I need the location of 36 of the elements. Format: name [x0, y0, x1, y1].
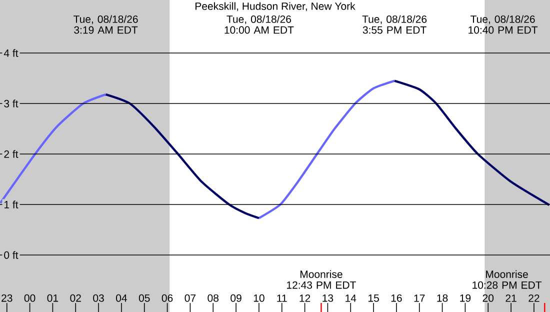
ref-line-label: Moonrise 12:43 PM EDT	[287, 270, 356, 289]
x-tick-label: 11	[277, 294, 287, 302]
chart-title: Peekskill, Hudson River, New York	[196, 2, 356, 12]
x-tick-label: 22	[528, 294, 540, 302]
y-tick-label: 0 ft	[4, 251, 18, 259]
x-tick-label: 07	[184, 294, 196, 302]
x-tick-label: 02	[70, 294, 81, 302]
x-tick-label: 19	[460, 294, 471, 302]
x-tick-label: 05	[138, 294, 150, 302]
x-tick-label: 16	[391, 294, 402, 302]
text: Tue, 08/18/26 10:40 PM EDT	[468, 15, 538, 34]
x-tick-label: 01	[47, 294, 58, 302]
x-tick-label: 08	[208, 294, 219, 302]
x-tick-label: 14	[346, 294, 356, 302]
text: Tue, 08/18/26 10:00 AM EDT	[224, 15, 294, 34]
x-tick-label: 04	[116, 294, 127, 302]
y-tick-label: 3 ft	[4, 100, 18, 108]
y-tick-label: 1 ft	[4, 200, 18, 208]
x-tick-label: 10	[254, 294, 264, 302]
x-tick-label: 12	[300, 294, 310, 302]
x-tick-label: 13	[322, 294, 334, 302]
x-tick-label: 00	[24, 294, 36, 302]
x-tick-label: 06	[162, 294, 173, 302]
y-tick-label: 2 ft	[4, 150, 18, 158]
ref-line-label: Moonrise 10:28 PM EDT	[472, 270, 542, 289]
x-tick-label: 17	[414, 294, 425, 302]
x-tick-label: 09	[230, 294, 242, 302]
y-tick-label: 4 ft	[4, 49, 18, 57]
x-tick-label: 23	[2, 294, 12, 302]
text: Tue, 08/18/26 3:55 PM EDT	[362, 15, 427, 34]
x-tick-label: 03	[93, 294, 104, 302]
x-tick-label: 21	[506, 294, 516, 302]
x-tick-label: 20	[482, 294, 494, 302]
text: Tue, 08/18/26 3:19 AM EDT	[74, 15, 138, 34]
x-tick-label: 18	[437, 294, 448, 302]
x-tick-label: 15	[368, 294, 379, 302]
